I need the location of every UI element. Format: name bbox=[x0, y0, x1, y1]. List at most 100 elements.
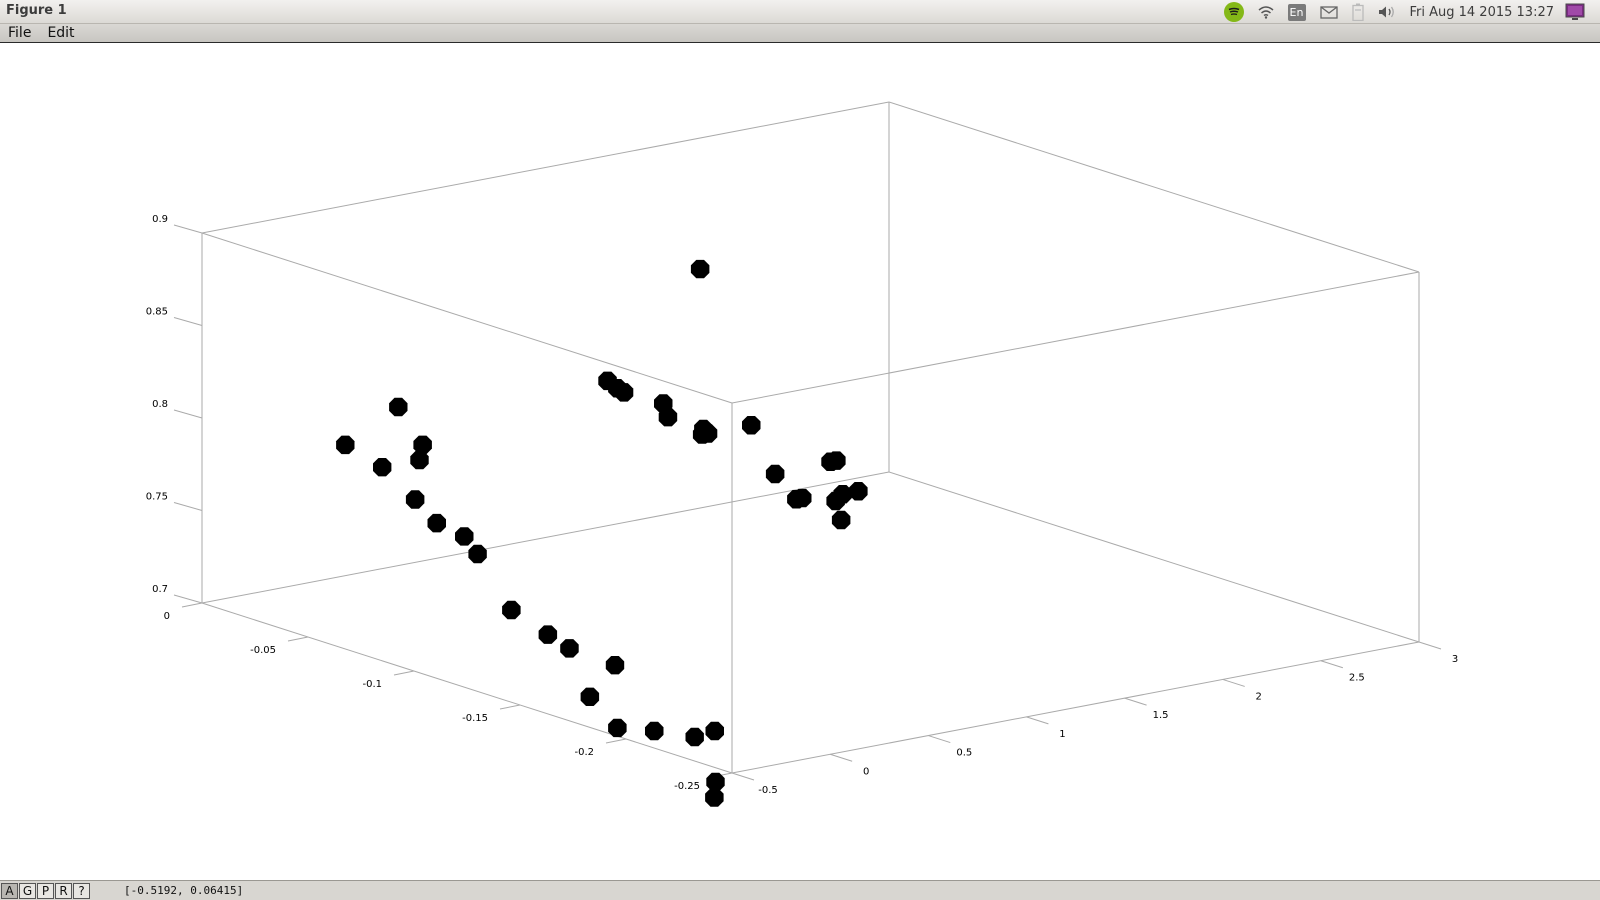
data-point bbox=[654, 394, 673, 413]
autoscale-button[interactable]: A bbox=[1, 882, 18, 899]
window-title: Figure 1 bbox=[6, 3, 67, 18]
data-point bbox=[410, 450, 429, 470]
data-markers bbox=[336, 259, 868, 807]
z-tick-mark bbox=[173, 317, 203, 326]
title-bar: Figure 1 En bbox=[0, 0, 1600, 24]
status-bar: A G P R ? [-0.5192, 0.06415] bbox=[0, 880, 1600, 900]
box-edge bbox=[201, 471, 890, 604]
axes-box bbox=[201, 101, 1420, 774]
data-point bbox=[765, 464, 785, 484]
data-point bbox=[336, 435, 355, 455]
data-point bbox=[538, 625, 558, 644]
box-edge bbox=[201, 232, 733, 404]
menu-edit[interactable]: Edit bbox=[47, 25, 75, 41]
data-point bbox=[742, 416, 761, 435]
data-point bbox=[831, 510, 851, 530]
y-tick-label: 0 bbox=[164, 611, 170, 622]
rotate-button[interactable]: R bbox=[55, 882, 72, 899]
x-tick-mark bbox=[1222, 678, 1245, 687]
y-tick-mark bbox=[287, 636, 309, 642]
data-point bbox=[706, 772, 725, 792]
z-tick-mark bbox=[173, 409, 203, 419]
data-point bbox=[580, 687, 600, 706]
data-point bbox=[455, 527, 474, 546]
data-point bbox=[502, 600, 521, 620]
data-point bbox=[373, 458, 392, 477]
z-axis-ticks: 0.7 0.75 0.8 0.85 0.9 bbox=[146, 214, 203, 604]
spotify-icon[interactable] bbox=[1223, 2, 1244, 22]
x-tick-label: 0.5 bbox=[956, 748, 972, 759]
y-tick-label: -0.25 bbox=[674, 781, 700, 792]
z-tick-mark bbox=[173, 502, 203, 511]
x-tick-mark bbox=[829, 753, 853, 762]
data-point bbox=[608, 379, 627, 398]
battery-icon[interactable] bbox=[1351, 3, 1364, 21]
z-tick-label: 0.85 bbox=[146, 307, 168, 318]
x-tick-label: 2.5 bbox=[1349, 673, 1365, 684]
x-tick-mark bbox=[928, 735, 951, 744]
data-point bbox=[849, 482, 868, 501]
box-edge bbox=[888, 471, 1420, 643]
data-point bbox=[389, 397, 408, 417]
data-point bbox=[560, 639, 579, 658]
volume-icon[interactable] bbox=[1378, 5, 1396, 19]
box-edge bbox=[201, 101, 890, 234]
x-axis-ticks: -0.5 0 0.5 1 1.5 2 2.5 3 bbox=[731, 641, 1458, 796]
language-indicator[interactable]: En bbox=[1287, 3, 1306, 21]
data-point bbox=[705, 721, 724, 741]
data-point bbox=[685, 727, 704, 747]
data-point bbox=[694, 419, 713, 439]
x-tick-mark bbox=[1320, 660, 1344, 669]
x-tick-label: 3 bbox=[1452, 654, 1458, 665]
y-axis-ticks: 0 -0.05 -0.1 -0.15 -0.2 -0.25 bbox=[164, 602, 733, 792]
data-point bbox=[793, 488, 812, 508]
z-tick-label: 0.7 bbox=[152, 584, 168, 595]
x-tick-mark bbox=[731, 772, 755, 781]
box-edge bbox=[201, 602, 733, 774]
y-tick-label: -0.15 bbox=[462, 713, 488, 724]
plot-area[interactable]: -0.5 0 0.5 1 1.5 2 2.5 3 0 -0.05 -0.1 -0.15 -0.2 -0.… bbox=[0, 44, 1600, 880]
session-icon[interactable] bbox=[1564, 2, 1586, 22]
x-tick-mark bbox=[1124, 697, 1147, 706]
y-tick-label: -0.05 bbox=[250, 645, 276, 656]
x-tick-mark bbox=[1026, 716, 1049, 725]
y-tick-label: -0.2 bbox=[574, 747, 594, 758]
data-point bbox=[690, 259, 710, 279]
mail-icon[interactable] bbox=[1319, 5, 1338, 19]
x-tick-label: -0.5 bbox=[758, 785, 778, 796]
x-tick-label: 1.5 bbox=[1153, 710, 1169, 721]
y-tick-mark bbox=[499, 704, 521, 710]
z-tick-mark bbox=[173, 224, 203, 234]
z-tick-label: 0.8 bbox=[152, 399, 168, 410]
data-point bbox=[405, 490, 425, 509]
box-edge bbox=[888, 101, 1420, 273]
y-tick-mark bbox=[181, 602, 203, 608]
x-tick-label: 1 bbox=[1059, 729, 1065, 740]
z-tick-label: 0.9 bbox=[152, 214, 168, 225]
grid-button[interactable]: G bbox=[19, 882, 36, 899]
clock[interactable]: Fri Aug 14 2015 13:27 bbox=[1409, 4, 1555, 20]
data-point bbox=[705, 788, 724, 807]
menu-bar: File Edit bbox=[0, 24, 1600, 43]
language-label: En bbox=[1287, 3, 1306, 21]
data-point bbox=[833, 485, 852, 504]
box-edge bbox=[731, 271, 1420, 404]
data-point bbox=[468, 544, 487, 564]
system-tray: En Fri Aug 14 2015 13:27 bbox=[1223, 0, 1600, 24]
help-button[interactable]: ? bbox=[73, 882, 90, 899]
menu-file[interactable]: File bbox=[8, 25, 32, 41]
data-point bbox=[413, 435, 432, 455]
cursor-coordinates: [-0.5192, 0.06415] bbox=[124, 884, 244, 897]
z-tick-mark bbox=[173, 594, 203, 604]
y-tick-mark bbox=[393, 670, 415, 676]
data-point bbox=[827, 451, 846, 470]
data-point bbox=[608, 718, 627, 738]
pan-button[interactable]: P bbox=[37, 882, 54, 899]
x-tick-label: 2 bbox=[1256, 691, 1262, 702]
y-tick-label: -0.1 bbox=[362, 679, 382, 690]
data-point bbox=[645, 721, 664, 741]
data-point bbox=[605, 656, 625, 675]
scatter-3d-chart[interactable]: -0.5 0 0.5 1 1.5 2 2.5 3 0 -0.05 -0.1 -0.15 -0.2 -0.… bbox=[0, 44, 1600, 880]
data-point bbox=[427, 513, 446, 533]
wifi-icon[interactable] bbox=[1258, 5, 1274, 19]
